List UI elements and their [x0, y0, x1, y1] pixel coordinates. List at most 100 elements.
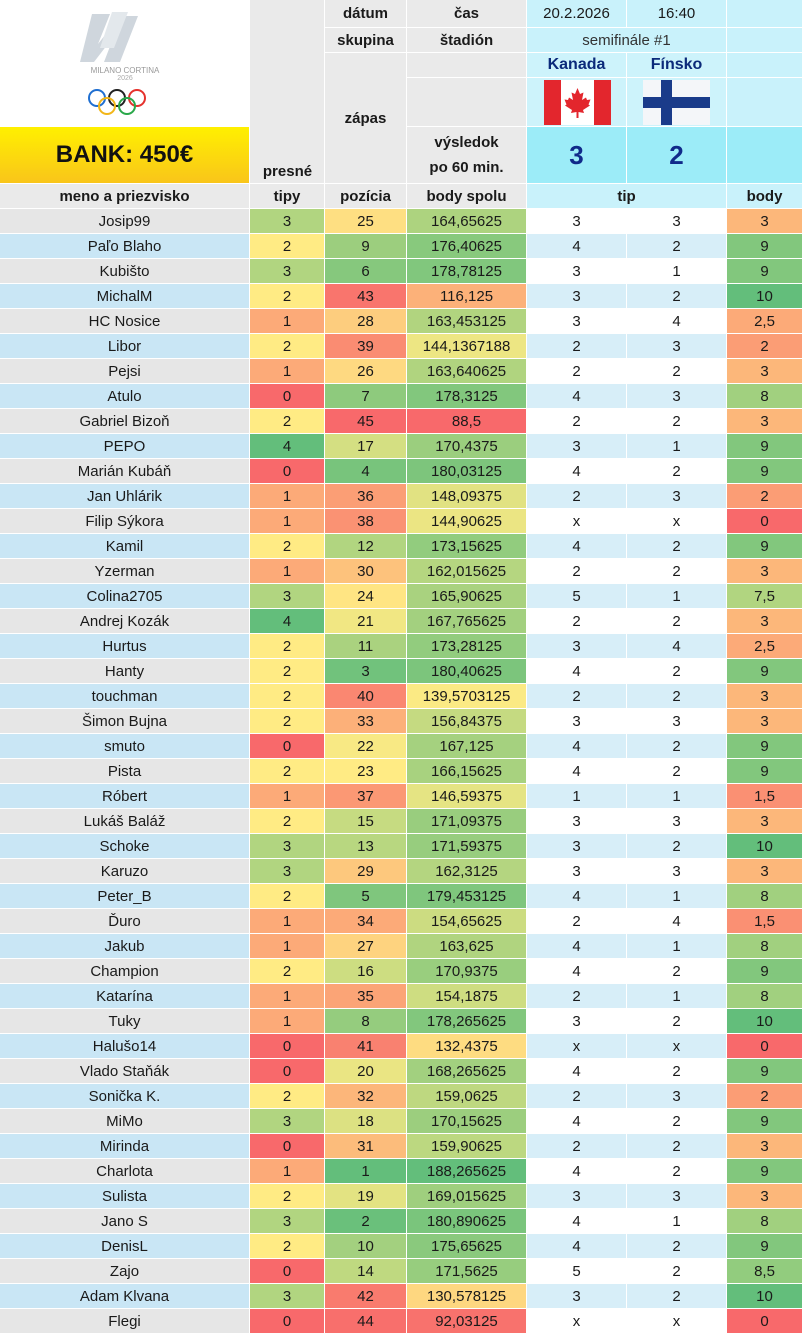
row-body-spolu: 162,015625	[407, 559, 527, 584]
row-name: PEPO	[0, 434, 250, 459]
row-tip-away: 1	[627, 434, 727, 459]
row-name: Halušo14	[0, 1034, 250, 1059]
row-tipy: 3	[250, 259, 325, 284]
empty-cell	[407, 78, 527, 127]
row-body-spolu: 163,625	[407, 934, 527, 959]
row-body-spolu: 163,453125	[407, 309, 527, 334]
cas-label: čas	[407, 0, 527, 28]
row-body: 9	[727, 534, 803, 559]
row-tip-away: 4	[627, 634, 727, 659]
row-body-spolu: 116,125	[407, 284, 527, 309]
presne-header-bg	[250, 0, 325, 184]
row-pozicia: 4	[325, 459, 407, 484]
row-tip-home: 2	[527, 359, 627, 384]
row-name: Marián Kubáň	[0, 459, 250, 484]
team-away: Fínsko	[627, 53, 727, 78]
row-pozicia: 21	[325, 609, 407, 634]
row-body-spolu: 166,15625	[407, 759, 527, 784]
empty-cell	[727, 53, 803, 78]
row-name: Lukáš Baláž	[0, 809, 250, 834]
row-pozicia: 30	[325, 559, 407, 584]
row-body: 8	[727, 984, 803, 1009]
row-body: 3	[727, 809, 803, 834]
row-tipy: 2	[250, 709, 325, 734]
canada-flag-icon	[544, 80, 611, 125]
row-body: 8,5	[727, 1259, 803, 1284]
row-tip-away: 3	[627, 484, 727, 509]
row-tip-away: 2	[627, 559, 727, 584]
row-tip-home: 3	[527, 284, 627, 309]
row-tip-home: 2	[527, 684, 627, 709]
row-body: 7,5	[727, 584, 803, 609]
row-tip-away: 3	[627, 709, 727, 734]
row-tipy: 2	[250, 234, 325, 259]
row-tip-away: 2	[627, 459, 727, 484]
row-body: 3	[727, 1134, 803, 1159]
row-tipy: 1	[250, 559, 325, 584]
row-tipy: 3	[250, 1284, 325, 1309]
row-name: Andrej Kozák	[0, 609, 250, 634]
datum-value: 20.2.2026	[527, 0, 627, 28]
row-tipy: 0	[250, 1034, 325, 1059]
row-pozicia: 1	[325, 1159, 407, 1184]
row-body-spolu: 163,640625	[407, 359, 527, 384]
row-body: 3	[727, 859, 803, 884]
row-body-spolu: 173,15625	[407, 534, 527, 559]
row-name: MichalM	[0, 284, 250, 309]
row-name: Yzerman	[0, 559, 250, 584]
row-tip-home: 3	[527, 859, 627, 884]
row-pozicia: 6	[325, 259, 407, 284]
row-pozicia: 18	[325, 1109, 407, 1134]
row-tipy: 2	[250, 334, 325, 359]
row-tip-home: 3	[527, 1284, 627, 1309]
row-body: 3	[727, 609, 803, 634]
row-name: HC Nosice	[0, 309, 250, 334]
row-tip-away: 2	[627, 359, 727, 384]
row-name: Jan Uhlárik	[0, 484, 250, 509]
row-pozicia: 45	[325, 409, 407, 434]
row-body: 8	[727, 384, 803, 409]
row-tip-away: 2	[627, 1284, 727, 1309]
row-tip-home: 3	[527, 809, 627, 834]
row-body: 3	[727, 709, 803, 734]
zapas-label: zápas	[325, 53, 407, 184]
row-tip-away: 2	[627, 834, 727, 859]
row-tip-away: 2	[627, 759, 727, 784]
row-name: Schoke	[0, 834, 250, 859]
row-tip-home: 4	[527, 959, 627, 984]
row-tip-away: 4	[627, 309, 727, 334]
row-tipy: 0	[250, 1259, 325, 1284]
row-body-spolu: 170,9375	[407, 959, 527, 984]
row-body-spolu: 159,0625	[407, 1084, 527, 1109]
row-tipy: 1	[250, 359, 325, 384]
row-pozicia: 13	[325, 834, 407, 859]
row-body: 3	[727, 684, 803, 709]
row-body: 9	[727, 434, 803, 459]
row-tip-away: 2	[627, 1059, 727, 1084]
row-name: Pista	[0, 759, 250, 784]
row-tip-home: 3	[527, 309, 627, 334]
row-body-spolu: 180,890625	[407, 1209, 527, 1234]
bank-total: BANK: 450€	[0, 127, 250, 184]
row-body: 9	[727, 959, 803, 984]
row-pozicia: 34	[325, 909, 407, 934]
row-name: Peter_B	[0, 884, 250, 909]
row-body-spolu: 179,453125	[407, 884, 527, 909]
row-body: 3	[727, 409, 803, 434]
row-name: Zajo	[0, 1259, 250, 1284]
row-tipy: 1	[250, 909, 325, 934]
row-tip-away: 2	[627, 409, 727, 434]
row-tipy: 1	[250, 934, 325, 959]
row-tip-away: 2	[627, 1159, 727, 1184]
row-body: 8	[727, 934, 803, 959]
row-tip-home: 2	[527, 609, 627, 634]
row-tipy: 4	[250, 609, 325, 634]
row-body: 8	[727, 884, 803, 909]
row-body-spolu: 176,40625	[407, 234, 527, 259]
row-name: Jano S	[0, 1209, 250, 1234]
vysledok-label-line2: po 60 min.	[429, 159, 504, 176]
row-pozicia: 16	[325, 959, 407, 984]
row-tip-away: 4	[627, 909, 727, 934]
row-body: 9	[727, 734, 803, 759]
row-name: Karuzo	[0, 859, 250, 884]
